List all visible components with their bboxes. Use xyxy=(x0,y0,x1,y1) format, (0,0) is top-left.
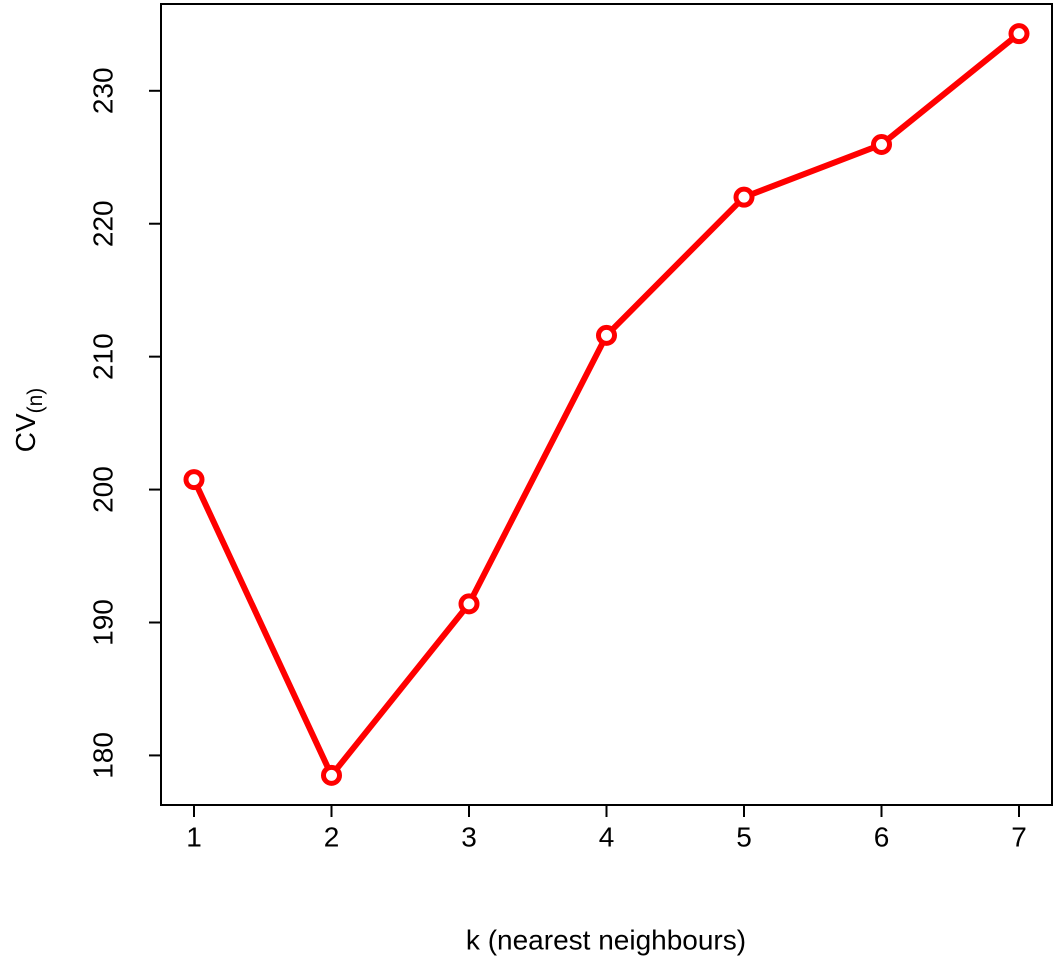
marker xyxy=(321,764,342,786)
x-tick-label: 2 xyxy=(324,821,340,852)
line xyxy=(191,31,1021,782)
y-tick-label: 200 xyxy=(87,466,118,513)
marker xyxy=(1008,23,1030,45)
marker xyxy=(596,324,617,346)
marker xyxy=(871,134,892,156)
marker xyxy=(733,186,755,208)
x-tick-label: 6 xyxy=(874,821,890,852)
y-tick-label: 190 xyxy=(87,599,118,646)
x-tick-label: 7 xyxy=(1011,821,1027,852)
marker xyxy=(458,593,480,615)
x-tick-label: 4 xyxy=(599,821,615,852)
x-axis-title: k (nearest neighbours) xyxy=(466,924,746,955)
y-axis-title: CV(n) xyxy=(10,388,46,453)
x-tick-label: 3 xyxy=(461,821,477,852)
plot-frame xyxy=(160,3,1053,806)
y-tick-label: 180 xyxy=(87,732,118,779)
x-tick-label: 5 xyxy=(736,821,752,852)
x-tick-label: 1 xyxy=(186,821,202,852)
y-tick-label: 230 xyxy=(87,67,118,114)
y-tick-label: 220 xyxy=(87,200,118,247)
y-tick-label: 210 xyxy=(87,333,118,380)
marker xyxy=(183,469,205,491)
y-axis-title-main: CV xyxy=(10,413,41,452)
y-axis-title-subscript: (n) xyxy=(24,388,47,414)
